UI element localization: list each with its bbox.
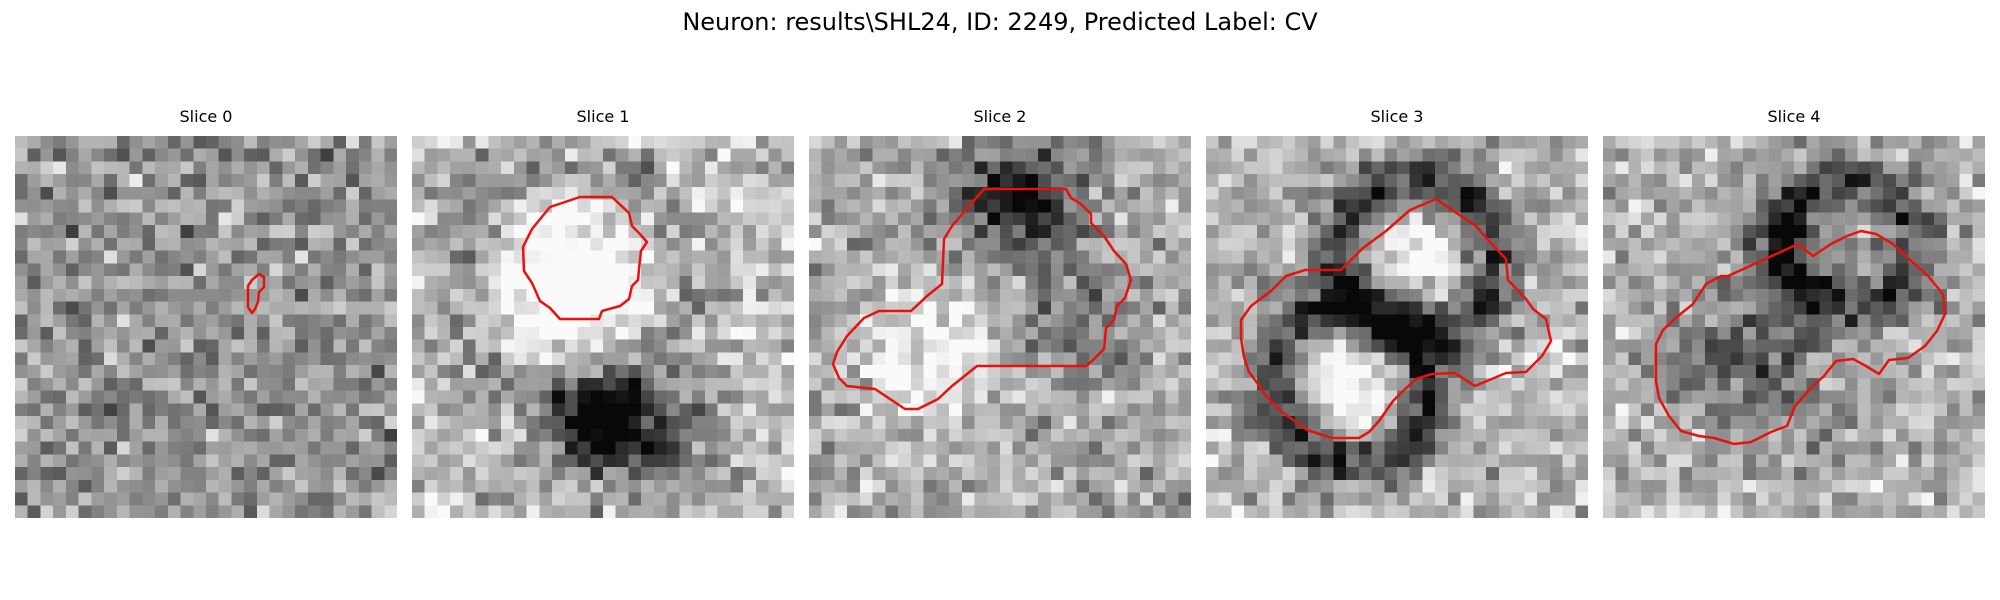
slice-panel-3: Slice 3	[1206, 106, 1588, 518]
slice-title: Slice 0	[179, 107, 233, 126]
slice-image	[1206, 136, 1588, 518]
slice-image	[809, 136, 1191, 518]
slice-title: Slice 4	[1767, 107, 1821, 126]
slice-panel-0: Slice 0	[15, 106, 397, 518]
slice-title: Slice 1	[576, 107, 630, 126]
slice-image	[1603, 136, 1985, 518]
slice-panel-2: Slice 2	[809, 106, 1191, 518]
slice-title: Slice 3	[1370, 107, 1424, 126]
slice-panel-1: Slice 1	[412, 106, 794, 518]
slice-image	[15, 136, 397, 518]
slice-panel-4: Slice 4	[1603, 106, 1985, 518]
slice-image	[412, 136, 794, 518]
slice-title: Slice 2	[973, 107, 1027, 126]
figure-title: Neuron: results\SHL24, ID: 2249, Predict…	[682, 8, 1318, 36]
